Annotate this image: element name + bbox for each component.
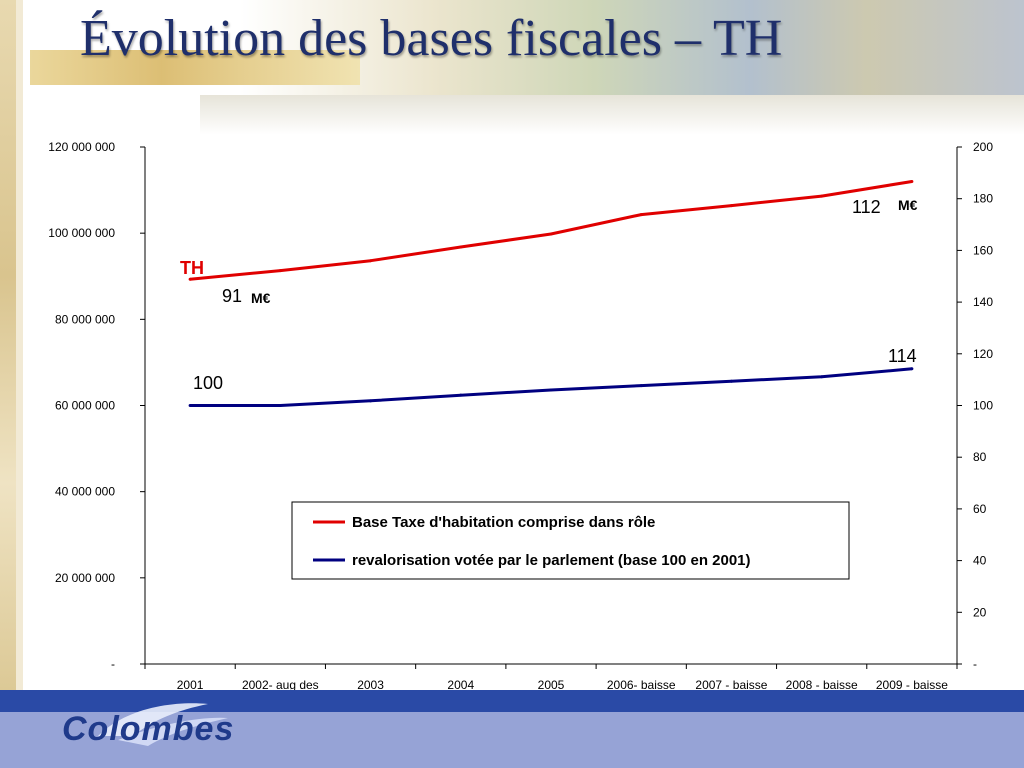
series-point-th <box>278 269 282 273</box>
header-image-banner <box>240 0 1024 95</box>
x-axis-category-label: 2009 - baissedes taux (dtTH -2%) <box>876 678 948 690</box>
series-point-index <box>459 393 463 397</box>
series-point-index <box>729 379 733 383</box>
x-axis-category-label: 2008 - baissedes taux (dtTH -10%) <box>786 678 858 690</box>
x-axis-category-line: 2002- aug des <box>242 678 319 690</box>
legend: Base Taxe d'habitation comprise dans rôl… <box>291 501 850 580</box>
right-axis-tick-label: 140 <box>973 295 993 309</box>
series-point-index <box>639 384 643 388</box>
series-point-th <box>459 245 463 249</box>
series-line-index <box>190 367 913 407</box>
series-point-index <box>369 399 373 403</box>
th-end-value: 112 <box>852 197 881 217</box>
th-start-value: 91 <box>222 286 242 306</box>
x-axis-category-label: 2007 - baissedes taux (dtTH -5 %) <box>695 678 767 690</box>
series-point-th <box>910 179 914 183</box>
series-point-th <box>549 232 553 236</box>
x-axis-category-line: 2004 <box>447 678 474 690</box>
slide-title: Évolution des bases fiscales – TH <box>80 10 783 67</box>
right-axis-tick-label: 60 <box>973 502 987 516</box>
x-axis-category-line: 2003 <box>357 678 384 690</box>
right-axis-tick-label: 120 <box>973 347 993 361</box>
right-axis-tick-label: 20 <box>973 605 987 619</box>
x-axis-category-label: 2004 <box>447 678 474 690</box>
series-point-index <box>278 404 282 407</box>
colombes-logo-icon <box>98 703 228 746</box>
series-tag-th: TH <box>180 258 204 278</box>
right-axis-tick-label: 180 <box>973 192 993 206</box>
x-axis-category-label: 2002- aug destaux (dt TH+30%) <box>242 678 319 690</box>
series-line-th <box>189 180 913 281</box>
legend-label-index: revalorisation votée par le parlement (b… <box>352 552 751 569</box>
left-axis-tick-label: 100 000 000 <box>48 226 115 240</box>
series-point-index <box>549 388 553 392</box>
annotation-layer: TH 91 M€ 112 M€ 100 114 <box>180 197 918 393</box>
right-axis-tick-label: 100 <box>973 399 993 413</box>
x-axis-category-line: 2008 - baisse <box>786 678 858 690</box>
left-decor-strip <box>0 0 16 690</box>
left-decor-strip-inner <box>16 0 23 690</box>
legend-label-th: Base Taxe d'habitation comprise dans rôl… <box>352 514 655 531</box>
th-end-unit: M€ <box>898 197 918 213</box>
x-axis-category-line: 2001 <box>177 678 204 690</box>
series-point-th <box>729 204 733 208</box>
left-axis-tick-label: 20 000 000 <box>55 571 115 585</box>
series-point-th <box>639 213 643 217</box>
index-end-value: 114 <box>888 346 917 366</box>
footer-band <box>0 690 1024 712</box>
index-start-value: 100 <box>193 373 223 393</box>
x-axis-category-line: 2007 - baisse <box>695 678 767 690</box>
right-axis-tick-label: 40 <box>973 554 987 568</box>
x-axis-category-label: 2003 <box>357 678 384 690</box>
x-axis-category-label: 2006- baissedes taux (dtTH -2%) <box>607 678 676 690</box>
header-image-accent <box>30 50 360 85</box>
chart: - 20 000 000 40 000 000 60 000 000 80 000 00… <box>48 140 993 690</box>
x-axis-category-label: 2001 <box>177 678 204 690</box>
series-layer <box>188 179 914 407</box>
left-axis-tick-label: 60 000 000 <box>55 399 115 413</box>
left-axis-tick-label: - <box>111 657 115 671</box>
right-axis-tick-label: 200 <box>973 140 993 154</box>
series-point-th <box>188 277 192 281</box>
right-axis-tick-label: - <box>973 657 977 671</box>
series-point-index <box>910 367 914 371</box>
x-axis-category-line: 2009 - baisse <box>876 678 948 690</box>
logo-wordmark: Colombes <box>62 710 235 748</box>
legend-box <box>291 501 850 580</box>
left-axis: - 20 000 000 40 000 000 60 000 000 80 000 00… <box>48 140 146 671</box>
left-axis-tick-label: 80 000 000 <box>55 312 115 326</box>
right-axis-tick-label: 80 <box>973 450 987 464</box>
x-axis-category-line: 2005 <box>538 678 565 690</box>
th-start-unit: M€ <box>251 290 271 306</box>
left-axis-tick-label: 120 000 000 <box>48 140 115 154</box>
right-axis-tick-label: 160 <box>973 243 993 257</box>
header-fade <box>200 95 1024 135</box>
left-axis-tick-label: 40 000 000 <box>55 485 115 499</box>
series-point-index <box>188 404 192 407</box>
x-axis-category-label: 2005 <box>538 678 565 690</box>
series-point-index <box>820 375 824 379</box>
x-axis: 2001 2002- aug destaux (dt TH+30%) 2003 200… <box>144 663 958 690</box>
right-axis: - 20 40 60 80 100 120 140 160 180 200 <box>956 140 993 671</box>
series-point-th <box>820 194 824 198</box>
x-axis-category-line: 2006- baisse <box>607 678 676 690</box>
series-point-th <box>369 259 373 263</box>
